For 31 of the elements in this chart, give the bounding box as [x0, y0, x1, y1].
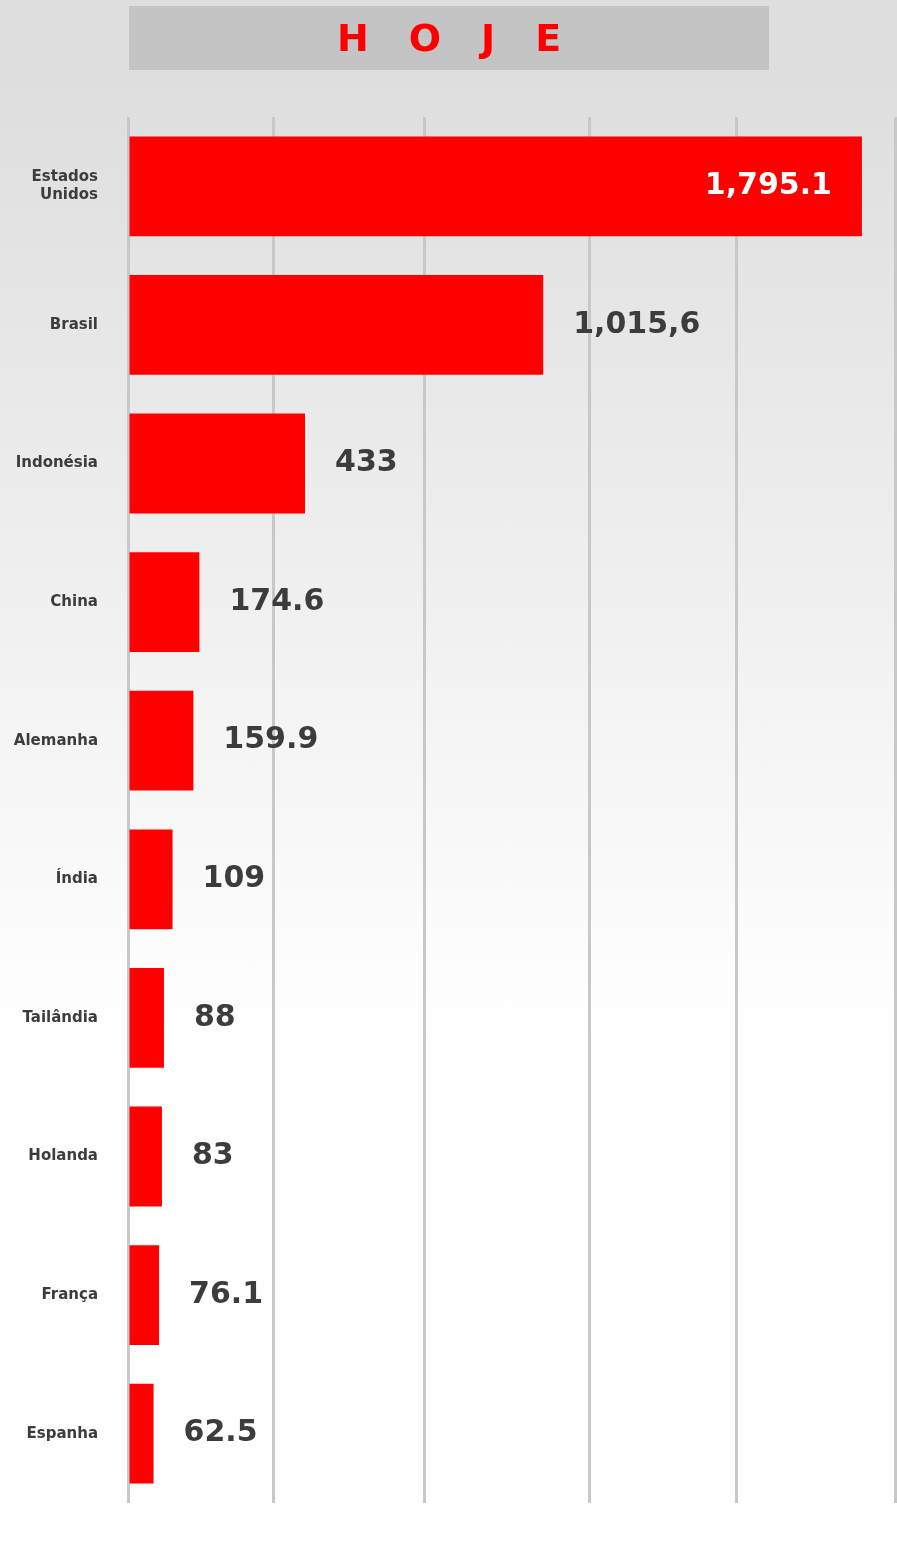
- y-tick-label: Holanda: [28, 1146, 98, 1165]
- y-tick-label: Indonésia: [15, 453, 98, 472]
- bar: [129, 552, 200, 652]
- y-tick-label: Espanha: [26, 1423, 98, 1442]
- data-label: 159.9: [223, 720, 319, 756]
- data-label: 62.5: [183, 1413, 258, 1449]
- bar: [129, 690, 194, 791]
- y-tick-label: Índia: [55, 868, 98, 888]
- bar: [129, 1383, 154, 1484]
- y-tick-label: Tailândia: [22, 1007, 98, 1026]
- y-tick-label: China: [50, 591, 98, 610]
- bar: [129, 1106, 162, 1207]
- bar: [129, 413, 306, 514]
- data-label: 1,795.1: [704, 166, 832, 202]
- chart-title: HOJE: [336, 16, 602, 60]
- bar: [129, 136, 862, 237]
- bar: [129, 968, 164, 1068]
- data-label: 174.6: [229, 581, 325, 617]
- data-label: 76.1: [189, 1274, 264, 1310]
- bar: [129, 1245, 160, 1345]
- bar: [129, 275, 544, 375]
- data-label: 88: [193, 997, 236, 1033]
- data-label: 109: [202, 859, 266, 895]
- y-tick-label: Estados Unidos: [31, 167, 99, 204]
- y-tick-label: Alemanha: [13, 730, 98, 749]
- data-label: 1,015,6: [573, 304, 701, 340]
- y-tick-label: França: [41, 1284, 98, 1303]
- y-tick-label: Brasil: [49, 314, 98, 333]
- data-label: 83: [191, 1136, 234, 1172]
- bar: [129, 829, 173, 930]
- data-label: 433: [335, 443, 398, 479]
